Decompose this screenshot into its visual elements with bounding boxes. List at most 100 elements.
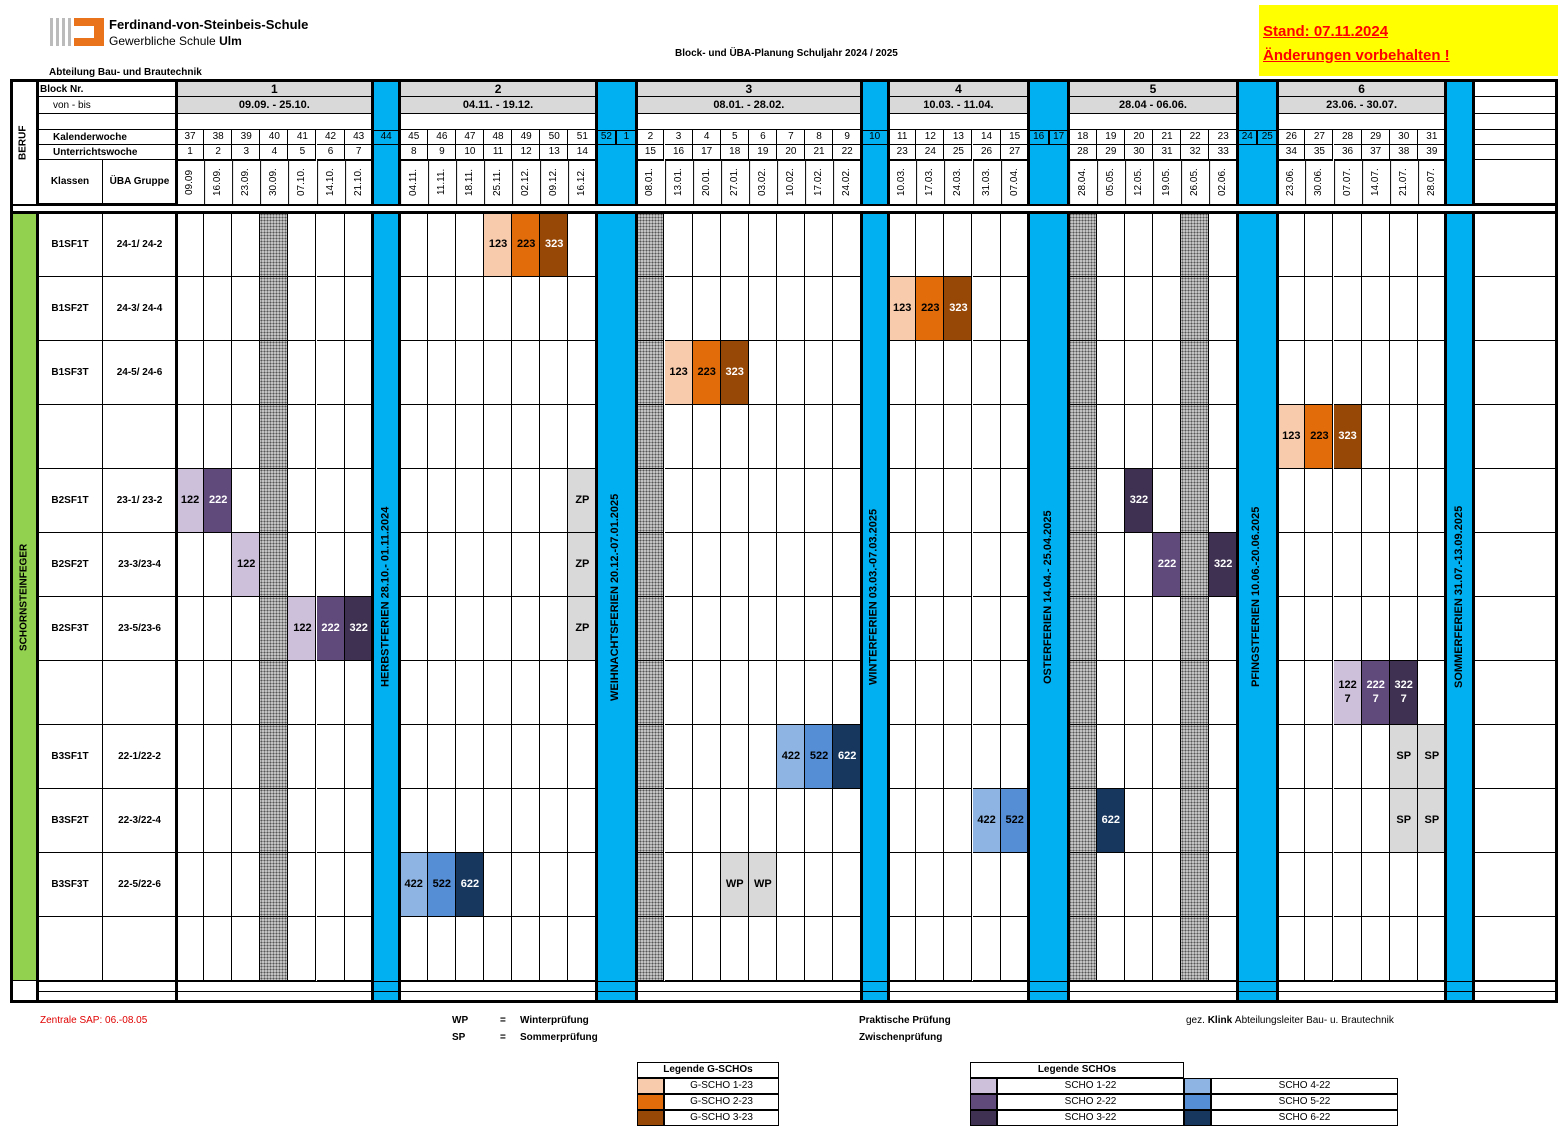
uw-cell: 7 (345, 145, 373, 160)
uw-cell: 9 (428, 145, 456, 160)
kw-cell: 47 (456, 130, 484, 145)
label-uw: Unterrichtswoche (37, 145, 176, 160)
legend-label: SCHO 2-22 (997, 1094, 1184, 1110)
kw-cell: 28 (1334, 130, 1362, 145)
department: Abteilung Bau- und Brautechnik (49, 66, 202, 78)
gruppe-cell: 24-5/ 24-6 (103, 341, 176, 405)
sig-prefix: gez. (1186, 1014, 1205, 1026)
legend-swatch (637, 1110, 664, 1126)
kw-cell: 21 (1153, 130, 1181, 145)
legend-swatch (637, 1094, 664, 1110)
klasse-cell: B1SF3T (37, 341, 103, 405)
legend-label: SCHO 3-22 (997, 1110, 1184, 1126)
footer-row (37, 991, 1558, 992)
uw-cell: 31 (1153, 145, 1181, 160)
plan-entry: 222 (1153, 533, 1182, 597)
legend-swatch (637, 1078, 664, 1094)
plan-entry: 422 (399, 853, 428, 917)
block-nr: 2 (399, 81, 597, 97)
kw-cell: 42 (317, 130, 345, 145)
plan-entry: ZP (568, 533, 597, 597)
legend-label: SCHO 1-22 (997, 1078, 1184, 1094)
legend-title: Legende G-SCHOs (637, 1062, 779, 1078)
thick-line (1067, 81, 1071, 1001)
week-cell (1181, 533, 1210, 597)
school-name: Ferdinand-von-Steinbeis-Schule (109, 16, 309, 32)
holiday-column (1445, 81, 1474, 1000)
plan-entry: 323 (1333, 405, 1362, 469)
block-nr: 6 (1277, 81, 1446, 97)
gap-row (10, 206, 1558, 211)
week-cell (260, 341, 289, 405)
block-range: 23.06. - 30.07. (1277, 97, 1446, 114)
kw-cell: 49 (512, 130, 540, 145)
label-klassen: Klassen (37, 160, 103, 204)
uw-cell: 26 (973, 145, 1001, 160)
klasse-cell: B1SF2T (37, 277, 103, 341)
plan-entry: 322 (1209, 533, 1238, 597)
plan-entry: 323 (540, 213, 569, 277)
sap-note: Zentrale SAP: 06.-08.05 (40, 1014, 148, 1026)
plan-entry: 322 (1124, 469, 1153, 533)
holiday-kw: 52 (596, 130, 617, 145)
holiday-column (1028, 81, 1069, 1000)
week-cell (636, 469, 665, 533)
abbr-short: SP (452, 1031, 466, 1043)
uw-cell: 3 (232, 145, 260, 160)
kw-cell: 5 (721, 130, 749, 145)
uw-cell: 21 (805, 145, 833, 160)
gruppe-cell: 23-1/ 23-2 (103, 469, 176, 533)
uw-cell: 23 (888, 145, 916, 160)
kw-cell: 15 (1001, 130, 1029, 145)
legend-label: G-SCHO 2-23 (664, 1094, 779, 1110)
kw-cell: 11 (888, 130, 916, 145)
week-cell (260, 661, 289, 725)
signature: gez. Klink Abteilungsleiter Bau- u. Brau… (1186, 1013, 1394, 1027)
plan-entry: 123 (664, 341, 693, 405)
uw-cell: 13 (540, 145, 568, 160)
uw-cell: 6 (317, 145, 345, 160)
sig-name: Klink (1207, 1014, 1233, 1026)
klasse-cell: B2SF2T (37, 533, 103, 597)
legend-label: SCHO 6-22 (1211, 1110, 1398, 1126)
status-box: Stand: 07.11.2024 Änderungen vorbehalten… (1259, 5, 1558, 76)
kw-cell: 19 (1097, 130, 1125, 145)
kw-cell: 27 (1305, 130, 1333, 145)
kw-cell: 3 (665, 130, 693, 145)
week-cell (1068, 853, 1097, 917)
uw-cell: 19 (749, 145, 777, 160)
plan-entry: 122 (232, 533, 261, 597)
uw-cell: 14 (568, 145, 596, 160)
gruppe-cell: 24-3/ 24-4 (103, 277, 176, 341)
klasse-cell: B3SF2T (37, 789, 103, 853)
kw-cell: 31 (1418, 130, 1446, 145)
uw-cell: 38 (1390, 145, 1418, 160)
week-cell (636, 661, 665, 725)
kw-cell: 14 (973, 130, 1001, 145)
week-cell (260, 597, 289, 661)
week-cell (636, 917, 665, 981)
uw-cell: 18 (721, 145, 749, 160)
uw-cell: 11 (484, 145, 512, 160)
klasse-cell: B1SF1T (37, 213, 103, 277)
plan-entry: ZP (568, 597, 597, 661)
exam-label: Zwischenprüfung (859, 1031, 943, 1043)
holiday-kw: 25 (1257, 130, 1278, 145)
table-border (10, 79, 1558, 1003)
legend-label: G-SCHO 1-23 (664, 1078, 779, 1094)
plan-entry: SP (1389, 789, 1418, 853)
plan-entry: 622 (1096, 789, 1125, 853)
holiday-column (1237, 81, 1278, 1000)
uw-cell: 37 (1362, 145, 1390, 160)
uw-cell: 15 (636, 145, 664, 160)
thick-line (35, 81, 39, 1001)
week-cell (1181, 597, 1210, 661)
uw-cell: 22 (833, 145, 861, 160)
legend-swatch (1184, 1110, 1211, 1126)
plan-entry: 622 (833, 725, 862, 789)
uw-cell: 4 (260, 145, 288, 160)
week-cell (1068, 789, 1097, 853)
week-cell (1181, 469, 1210, 533)
thick-line (10, 211, 1558, 214)
block-nr: 5 (1068, 81, 1238, 97)
